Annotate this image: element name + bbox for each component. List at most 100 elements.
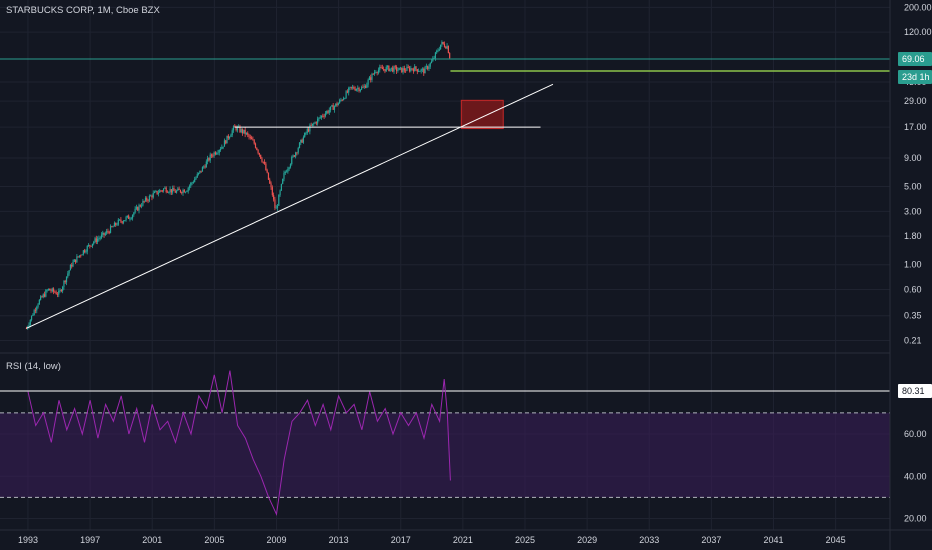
candle-body	[178, 188, 180, 190]
candle-body	[168, 192, 170, 193]
candle-body	[340, 99, 342, 101]
candle-body	[283, 172, 285, 179]
candle-body	[49, 288, 51, 291]
candle-body	[54, 291, 56, 293]
candle-body	[65, 276, 68, 283]
candle-body	[241, 129, 244, 134]
candle-body	[166, 191, 169, 193]
candle-body	[372, 73, 374, 75]
candle-body	[252, 139, 254, 141]
candle-body	[288, 167, 290, 170]
candle-body	[434, 52, 437, 59]
candle-body	[262, 161, 264, 163]
candle-body	[375, 72, 377, 74]
candle-body	[126, 215, 128, 218]
candle-body	[420, 69, 422, 72]
time-tick-label: 2041	[763, 535, 783, 545]
candle-body	[195, 177, 197, 180]
candle-body	[52, 288, 55, 292]
candle-body	[67, 273, 69, 277]
time-tick-label: 2045	[826, 535, 846, 545]
candle-body	[270, 183, 272, 188]
rsi-title: RSI (14, low)	[6, 361, 61, 372]
candle-body	[421, 68, 424, 70]
candle-body	[317, 118, 319, 124]
candle-body	[99, 237, 101, 239]
candle-body	[218, 150, 220, 153]
candle-body	[219, 148, 222, 151]
candle-body	[42, 294, 44, 298]
candle-body	[69, 264, 72, 271]
candle-body	[64, 280, 66, 283]
candle-body	[380, 67, 382, 68]
candle-body	[33, 310, 35, 316]
candle-body	[50, 290, 52, 292]
price-candles	[25, 40, 451, 330]
candle-body	[28, 324, 30, 327]
candle-body	[417, 71, 420, 72]
candle-body	[131, 214, 134, 219]
candle-body	[194, 179, 196, 183]
price-tick-label: 1.00	[904, 260, 922, 270]
candle-body	[305, 132, 307, 134]
candle-body	[71, 264, 73, 267]
candle-body	[411, 68, 413, 70]
candle-body	[414, 66, 416, 72]
price-tick-label: 3.00	[904, 206, 922, 216]
drawing-tools-front[interactable]	[26, 83, 554, 329]
candle-body	[296, 152, 298, 154]
candle-body	[439, 44, 442, 50]
candle-body	[394, 66, 396, 68]
countdown-badge: 23d 1h	[902, 72, 930, 82]
candle-body	[449, 53, 451, 59]
candle-body	[204, 166, 206, 168]
candle-body	[192, 182, 194, 183]
candle-body	[326, 111, 328, 114]
countdown-badge-bg	[898, 69, 932, 84]
candle-body	[392, 67, 394, 72]
candle-body	[424, 67, 426, 74]
rsi-axis[interactable]: 60.00 40.00 20.00	[904, 429, 927, 524]
candle-body	[113, 222, 116, 227]
candle-body	[37, 304, 39, 307]
time-axis[interactable]: 1993 1997 2001 2005 2009 2013 2017 2021 2025 2029…	[18, 535, 846, 545]
candle-body	[201, 167, 204, 172]
rsi-band-fill	[0, 412, 890, 498]
candle-body	[169, 189, 171, 193]
candle-body	[341, 99, 343, 101]
candle-body	[231, 130, 233, 136]
candle-body	[370, 77, 372, 80]
candle-body	[56, 294, 59, 296]
price-badges: 69.06 23d 1h 80.31	[898, 52, 932, 399]
candle-body	[313, 123, 315, 125]
candle-body	[76, 256, 78, 263]
candle-body	[38, 299, 40, 305]
price-tick-label: 120.00	[904, 27, 932, 37]
candle-body	[398, 67, 400, 71]
candle-body	[353, 86, 355, 89]
candle-body	[332, 105, 334, 110]
candle-body	[331, 105, 333, 107]
candle-body	[159, 190, 161, 193]
candle-body	[117, 219, 119, 225]
candle-body	[63, 280, 65, 287]
candle-body	[381, 67, 383, 70]
candle-body	[256, 147, 258, 150]
candle-body	[205, 161, 207, 168]
candle-body	[399, 67, 402, 69]
candle-body	[161, 190, 163, 192]
candle-body	[348, 88, 350, 93]
candle-body	[266, 170, 268, 173]
candle-body	[197, 172, 200, 175]
candle-body	[323, 116, 325, 117]
candle-body	[213, 152, 215, 157]
candle-body	[359, 89, 361, 91]
candle-body	[376, 72, 378, 74]
candle-body	[358, 87, 360, 91]
candle-body	[416, 69, 418, 72]
candle-body	[72, 261, 74, 267]
candle-body	[155, 190, 157, 192]
candle-body	[153, 191, 156, 194]
candle-body	[77, 256, 79, 258]
